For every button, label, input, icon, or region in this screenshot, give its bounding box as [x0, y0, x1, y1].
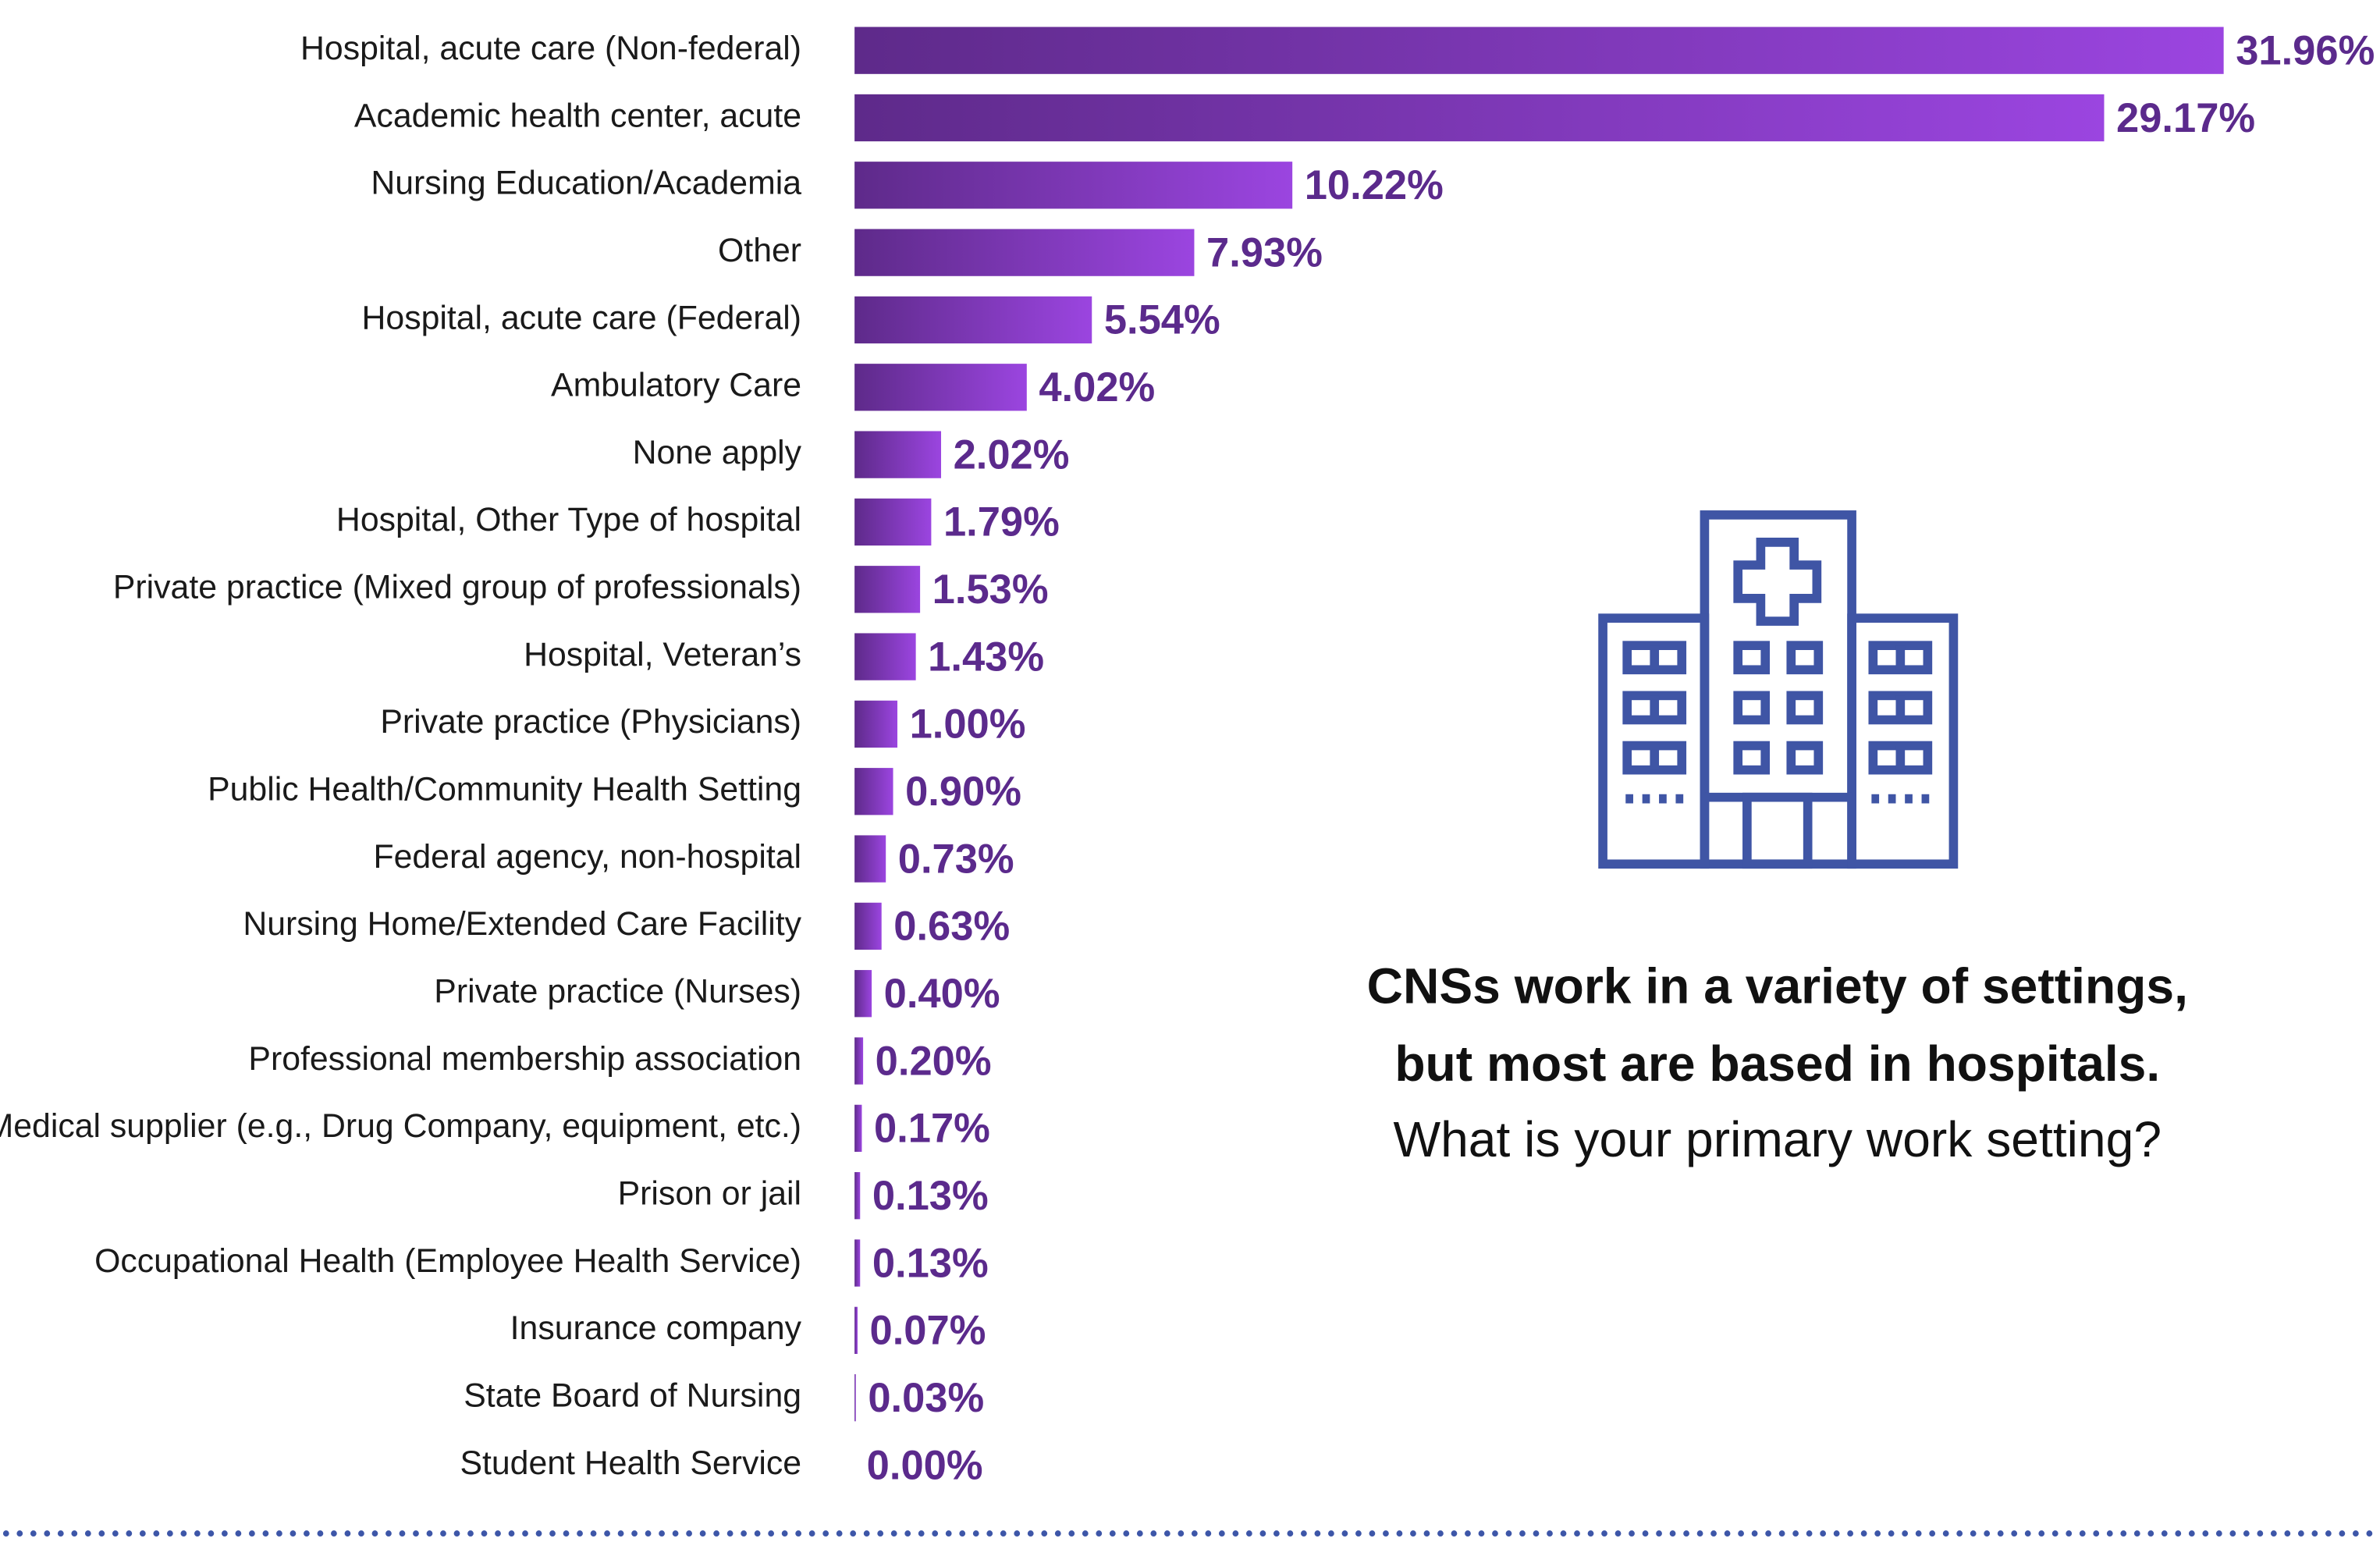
bar — [854, 364, 1027, 411]
category-label: Hospital, Other Type of hospital — [336, 501, 801, 538]
category-label: Academic health center, acute — [354, 97, 801, 134]
value-label: 7.93% — [1206, 229, 1323, 275]
category-label: Student Health Service — [460, 1444, 801, 1482]
value-label: 31.96% — [2236, 27, 2375, 73]
bar — [854, 566, 921, 613]
category-label: State Board of Nursing — [464, 1377, 801, 1414]
bar — [854, 1239, 861, 1287]
value-label: 5.54% — [1104, 297, 1220, 343]
value-label: 0.03% — [868, 1375, 984, 1421]
bar — [854, 633, 916, 680]
category-label: Nursing Home/Extended Care Facility — [243, 905, 801, 943]
value-label: 1.00% — [910, 702, 1026, 748]
bar — [854, 229, 1195, 276]
category-label: Federal agency, non-hospital — [373, 838, 801, 876]
category-label: Other — [718, 232, 801, 269]
annotation-bold: CNSs work in a variety of settings, — [1367, 958, 2188, 1014]
category-label: Nursing Education/Academia — [371, 165, 801, 202]
value-label: 0.13% — [872, 1173, 989, 1219]
category-label: Medical supplier (e.g., Drug Company, eq… — [0, 1107, 801, 1145]
bar — [854, 1104, 862, 1153]
bar — [854, 835, 886, 883]
bar — [854, 162, 1293, 209]
category-label: Professional membership association — [248, 1040, 801, 1078]
value-label: 0.17% — [874, 1106, 990, 1152]
value-label: 0.07% — [870, 1308, 986, 1354]
category-label: Public Health/Community Health Setting — [208, 771, 801, 808]
annotation-question: What is your primary work setting? — [1394, 1111, 2162, 1167]
bar — [854, 431, 942, 478]
value-label: 0.20% — [876, 1038, 992, 1084]
bar — [854, 1306, 858, 1355]
category-label: Hospital, acute care (Non-federal) — [300, 30, 801, 67]
category-label: Private practice (Mixed group of profess… — [113, 569, 801, 606]
value-label: 10.22% — [1305, 162, 1444, 208]
value-label: 1.43% — [928, 634, 1044, 680]
bar — [854, 1374, 856, 1422]
value-label: 0.73% — [898, 836, 1014, 882]
category-label: Private practice (Physicians) — [380, 703, 801, 741]
category-label: Ambulatory Care — [551, 367, 801, 404]
bar — [854, 498, 932, 546]
category-label: None apply — [633, 434, 802, 471]
value-label: 1.53% — [932, 567, 1049, 613]
value-label: 2.02% — [954, 432, 1070, 478]
bar — [854, 970, 872, 1018]
category-label: Private practice (Nurses) — [434, 973, 801, 1011]
bar — [854, 700, 898, 748]
category-label: Insurance company — [510, 1309, 802, 1347]
category-label: Hospital, Veteran’s — [524, 636, 801, 673]
value-label: 0.63% — [893, 904, 1010, 950]
value-label: 0.00% — [867, 1442, 983, 1488]
value-label: 4.02% — [1039, 364, 1155, 410]
bar — [854, 1037, 864, 1085]
bar — [854, 94, 2105, 142]
annotation-bold: but most are based in hospitals. — [1394, 1036, 2160, 1092]
bar — [854, 296, 1092, 344]
category-label: Hospital, acute care (Federal) — [362, 299, 802, 336]
value-label: 29.17% — [2116, 95, 2255, 141]
category-label: Occupational Health (Employee Health Ser… — [94, 1242, 801, 1280]
value-label: 1.79% — [943, 499, 1060, 545]
category-label: Prison or jail — [618, 1174, 801, 1212]
value-label: 0.90% — [905, 769, 1021, 815]
bar — [854, 902, 882, 950]
bar — [854, 27, 2224, 74]
bar — [854, 768, 893, 815]
value-label: 0.40% — [884, 971, 1000, 1017]
bar — [854, 1172, 861, 1220]
hospital-icon — [1598, 510, 1959, 869]
value-label: 0.13% — [872, 1240, 989, 1286]
